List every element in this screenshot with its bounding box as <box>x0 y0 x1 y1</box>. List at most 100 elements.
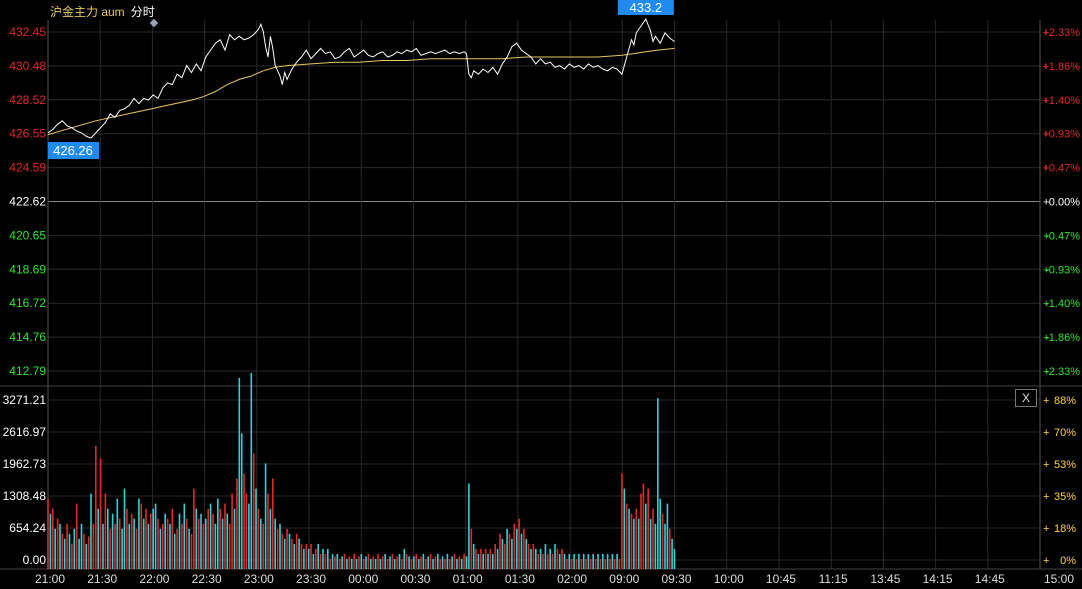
volume-bar <box>429 553 432 569</box>
volume-bar <box>66 523 68 570</box>
volume-bar <box>604 558 606 569</box>
high-price-callout <box>617 0 674 15</box>
volume-bar <box>592 553 594 569</box>
volume-bar <box>532 543 535 569</box>
volume-bar <box>647 488 649 569</box>
volume-tick-label: 0.00 <box>23 553 47 567</box>
volume-bar <box>233 508 236 569</box>
pct-tick-label: -0.47% <box>1045 230 1080 242</box>
volume-bar <box>384 553 386 569</box>
volume-bar <box>248 503 250 569</box>
volume-bar <box>310 543 312 569</box>
volume-bar <box>293 543 296 569</box>
volume-pct-label: 18% <box>1054 523 1076 535</box>
pct-marker: + <box>1043 366 1049 378</box>
volume-bar <box>219 508 221 569</box>
pct-marker: + <box>1043 427 1049 439</box>
time-tick-label: 21:00 <box>35 572 65 586</box>
volume-bar <box>403 548 406 569</box>
time-tick-label: 00:30 <box>400 572 430 586</box>
volume-bar <box>451 556 453 569</box>
pct-marker: + <box>1043 27 1049 39</box>
volume-bar <box>269 508 272 569</box>
volume-tick-label: 3271.21 <box>3 393 47 407</box>
volume-bar <box>587 553 590 569</box>
volume-bar <box>75 503 78 569</box>
pct-marker: + <box>1043 555 1049 567</box>
pct-marker: + <box>1043 163 1049 175</box>
pct-marker: + <box>1043 129 1049 141</box>
volume-bar <box>537 553 539 569</box>
volume-bar <box>379 558 382 569</box>
volume-bar <box>613 558 616 569</box>
volume-bar <box>539 548 542 569</box>
volume-bar <box>470 528 473 569</box>
volume-bar <box>329 558 331 569</box>
volume-bar <box>104 493 107 569</box>
volume-bar <box>92 523 95 570</box>
volume-bar <box>214 523 217 570</box>
volume-bar <box>465 556 468 569</box>
pct-marker: + <box>1043 95 1049 107</box>
average-price-line <box>47 47 675 136</box>
volume-bar <box>331 553 334 569</box>
volume-bar <box>47 498 49 569</box>
volume-bar <box>202 523 205 570</box>
volume-bar <box>173 533 176 569</box>
volume-bar <box>671 538 673 569</box>
pct-marker: + <box>1043 395 1049 407</box>
volume-bar <box>561 548 563 569</box>
volume-bar <box>111 513 114 569</box>
volume-bar <box>556 548 559 569</box>
volume-bar <box>549 548 551 569</box>
volume-bar <box>391 553 394 569</box>
volume-bar <box>405 553 408 569</box>
volume-bar <box>367 553 370 569</box>
volume-bar <box>209 503 212 569</box>
volume-bar <box>336 553 339 569</box>
volume-bar <box>554 543 556 569</box>
volume-bar <box>236 478 238 569</box>
volume-bar <box>642 483 645 569</box>
volume-bar <box>353 553 355 569</box>
volume-bar <box>114 523 116 570</box>
volume-bar <box>448 558 451 569</box>
volume-bar <box>382 556 384 569</box>
volume-pct-label: 70% <box>1054 427 1076 439</box>
volume-bar <box>147 523 150 570</box>
volume-bar <box>453 553 456 569</box>
volume-bar <box>659 498 661 569</box>
time-tick-label: 22:30 <box>192 572 222 586</box>
volume-bar <box>238 377 241 569</box>
volume-bar <box>73 528 76 569</box>
volume-bar <box>649 518 652 569</box>
volume-bar <box>494 543 496 569</box>
event-marker-icon[interactable] <box>149 18 159 28</box>
volume-bar <box>80 523 83 570</box>
volume-bar <box>530 548 532 569</box>
close-volume-panel-button[interactable]: X <box>1015 389 1037 407</box>
volume-pct-label: 35% <box>1054 491 1076 503</box>
time-tick-label: 14:45 <box>975 572 1005 586</box>
volume-bar <box>327 548 329 569</box>
volume-bar <box>288 533 291 569</box>
volume-bar <box>272 478 274 569</box>
pct-marker: + <box>1043 61 1049 73</box>
volume-bar <box>637 518 640 569</box>
volume-bar <box>594 558 597 569</box>
volume-bar <box>317 543 319 569</box>
pct-marker: + <box>1043 491 1049 503</box>
pct-marker: + <box>1043 298 1049 310</box>
volume-bar <box>221 518 224 569</box>
volume-bar <box>63 538 66 569</box>
volume-bar <box>68 533 71 569</box>
volume-bar <box>446 553 449 569</box>
volume-bar <box>303 548 305 569</box>
volume-bar <box>341 556 343 569</box>
volume-bar <box>580 558 583 569</box>
volume-bar <box>350 558 353 569</box>
volume-bar <box>625 503 628 569</box>
volume-bar <box>389 556 391 569</box>
pct-tick-label: +2.33% <box>1042 27 1080 39</box>
